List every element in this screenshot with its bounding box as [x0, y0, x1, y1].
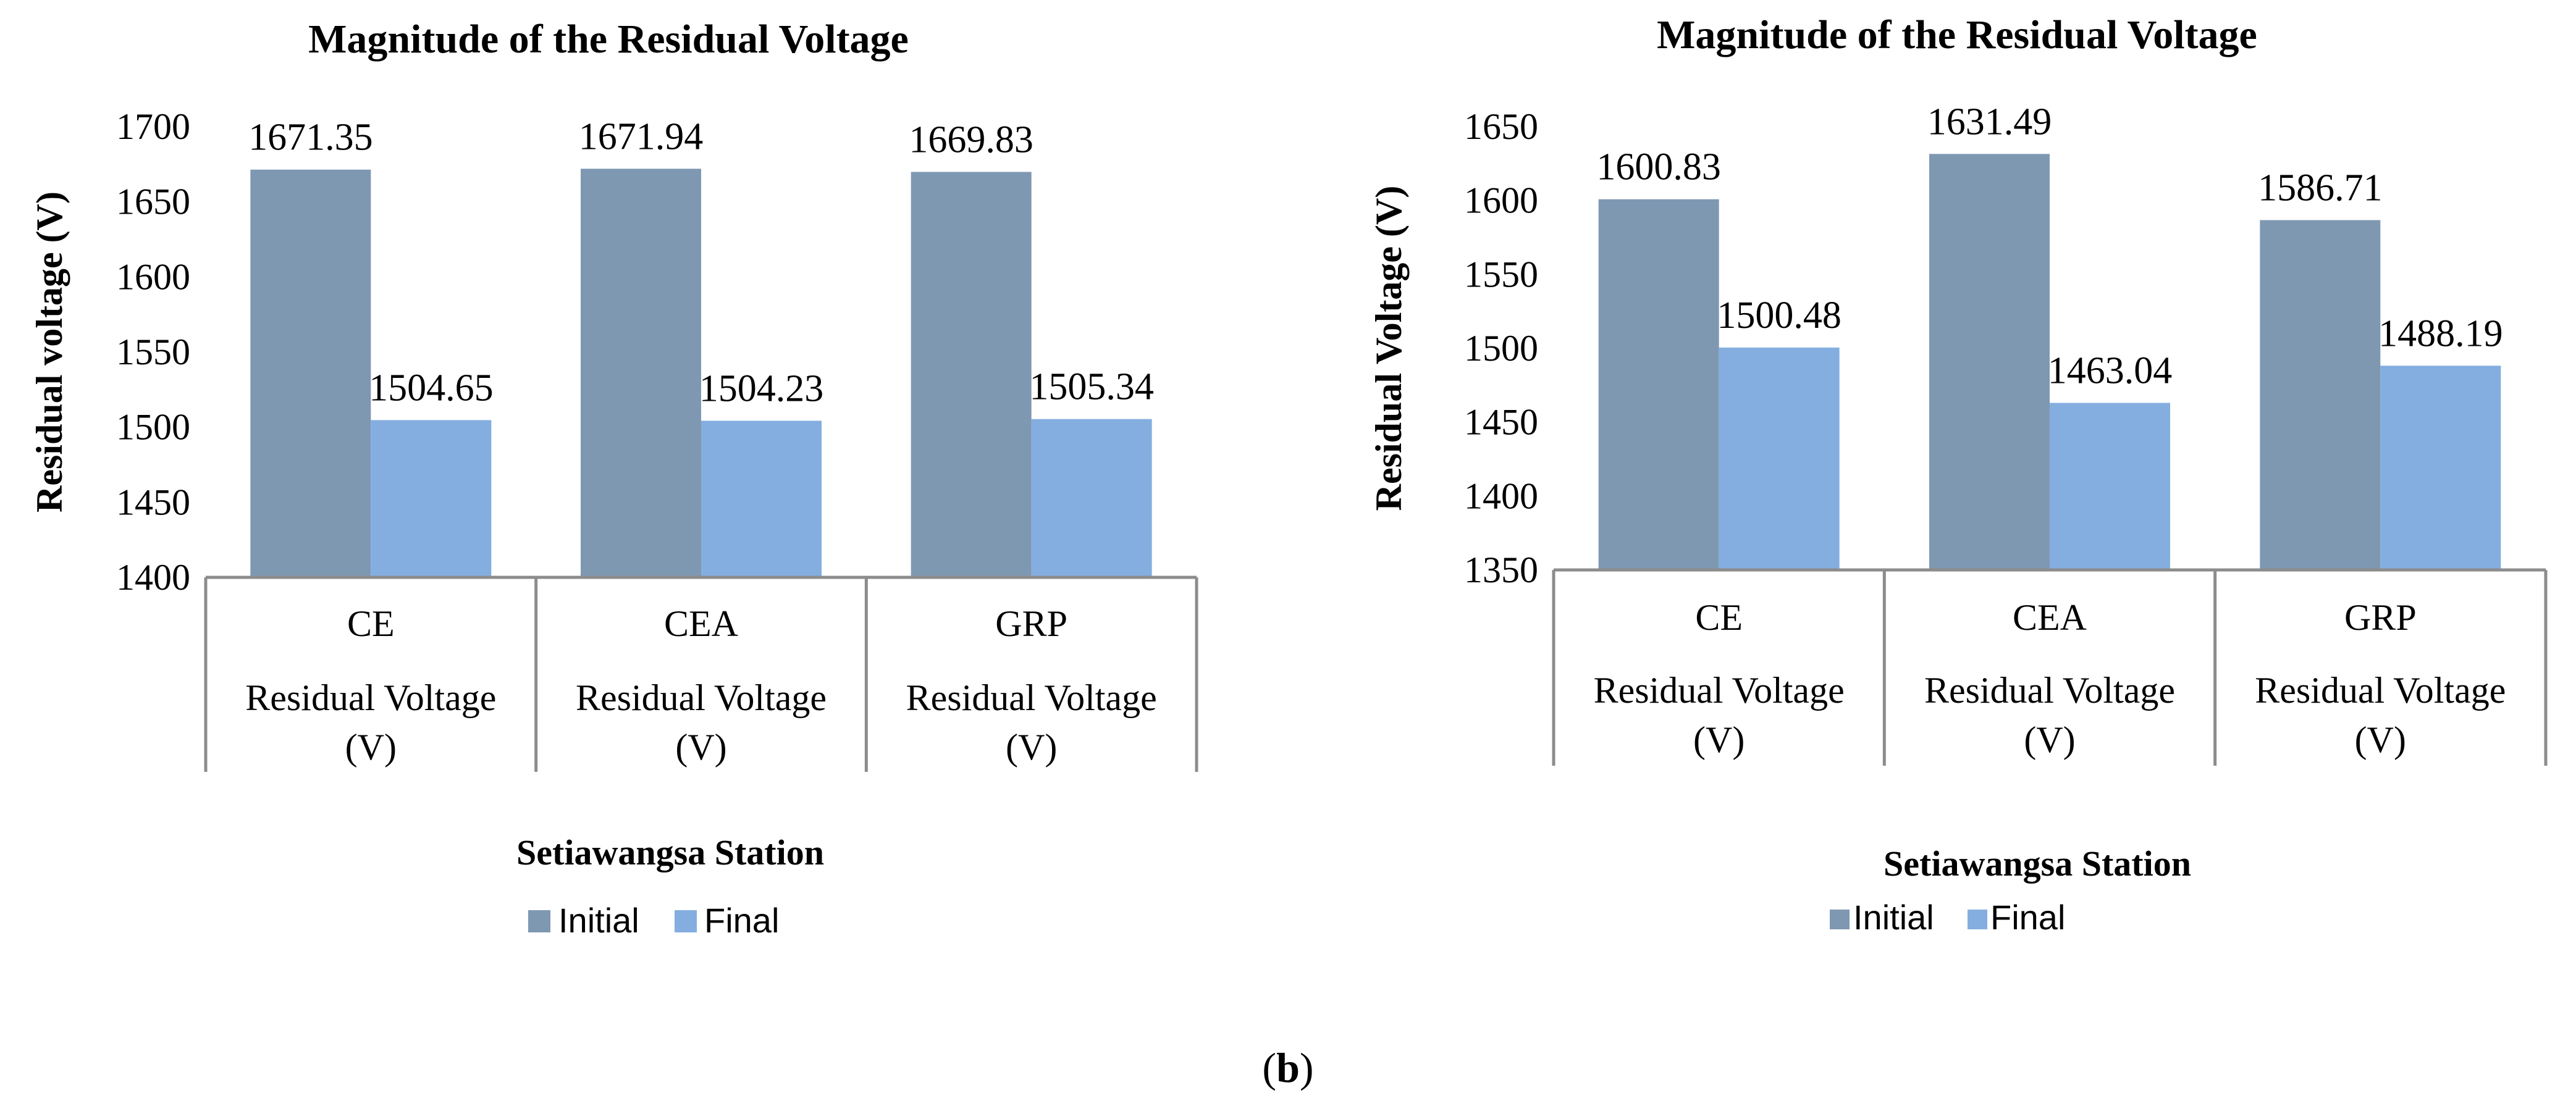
chart1-data-label: 1671.94 [579, 115, 704, 157]
chart1-y-tick-label: 1700 [116, 106, 190, 147]
chart1-x-axis-title: Setiawangsa Station [516, 832, 824, 873]
figure-caption: (b) [1262, 1044, 1313, 1091]
chart2-y-axis-label: Residual Voltage (V) [1368, 186, 1409, 511]
chart2-y-tick-label: 1450 [1464, 402, 1538, 443]
chart1-legend-label-initial: Initial [558, 901, 639, 940]
chart2-data-label: 1463.04 [2048, 349, 2173, 391]
chart1-bar-final-cea [701, 421, 822, 577]
chart1-y-tick-label: 1600 [116, 256, 190, 297]
chart2-bar-final-ce [1719, 347, 1840, 570]
chart1-data-label: 1505.34 [1029, 366, 1154, 408]
chart1-y-tick-label: 1400 [116, 557, 190, 598]
chart2-y-tick-label: 1550 [1464, 254, 1538, 295]
chart2-y-tick-label: 1600 [1464, 180, 1538, 221]
chart1-bar-initial-ce [250, 169, 371, 578]
chart2-bar-initial-ce [1598, 199, 1719, 571]
chart1-bar-final-grp [1031, 419, 1152, 577]
chart1-category-label: GRP [995, 603, 1067, 644]
chart2-bar-initial-cea [1929, 154, 2050, 570]
chart2-y-tick-label: 1350 [1464, 550, 1538, 590]
caption-close: ) [1300, 1044, 1314, 1091]
chart2-y-tick-label: 1400 [1464, 475, 1538, 516]
chart1-legend-swatch-final [675, 910, 697, 932]
chart2-category-label: CEA [2013, 597, 2087, 638]
caption-open: ( [1262, 1044, 1276, 1091]
chart1-category-sublabel: Residual Voltage [576, 677, 827, 718]
chart1-title: Magnitude of the Residual Voltage [308, 17, 909, 62]
chart1-data-label: 1504.65 [369, 367, 494, 409]
chart2-bar-final-grp [2380, 366, 2501, 570]
chart1-bar-initial-grp [911, 172, 1032, 577]
chart2-category-sublabel: Residual Voltage [1594, 670, 1845, 711]
chart1-legend-swatch-initial [528, 910, 550, 932]
chart2-x-axis-title: Setiawangsa Station [1884, 843, 2191, 884]
chart2-category-sublabel-unit: (V) [1693, 719, 1745, 760]
chart2-data-label: 1631.49 [1927, 101, 2052, 143]
chart2-bar-final-cea [2050, 403, 2170, 570]
chart1-data-label: 1671.35 [248, 117, 373, 159]
chart2-legend-swatch-initial [1830, 910, 1850, 929]
chart1-category-sublabel-unit: (V) [1006, 727, 1057, 768]
chart2-category-sublabel: Residual Voltage [2255, 670, 2506, 711]
chart2-data-label: 1586.71 [2258, 167, 2383, 209]
chart1-category-sublabel-unit: (V) [345, 727, 397, 768]
chart2-title: Magnitude of the Residual Voltage [1657, 12, 2257, 57]
chart2-data-label: 1488.19 [2378, 312, 2503, 354]
chart2-legend-label-initial: Initial [1853, 898, 1934, 937]
chart2-y-tick-label: 1650 [1464, 106, 1538, 147]
chart1-legend-label-final: Final [704, 901, 779, 940]
chart1-y-axis-label: Residual voltage (V) [29, 191, 70, 513]
chart1-bar-final-ce [371, 420, 492, 577]
caption-letter: b [1276, 1044, 1300, 1091]
chart2-category-sublabel-unit: (V) [2355, 719, 2406, 760]
chart2-category-sublabel-unit: (V) [2024, 719, 2075, 760]
chart1-y-tick-label: 1500 [116, 407, 190, 448]
chart1-y-tick-label: 1450 [116, 482, 190, 522]
chart2-category-label: CE [1695, 597, 1743, 638]
chart2-bar-initial-grp [2260, 220, 2381, 570]
chart2-legend-swatch-final [1968, 910, 1987, 929]
chart2-data-label: 1600.83 [1596, 146, 1721, 188]
chart1-data-label: 1669.83 [909, 119, 1033, 161]
chart2-y-tick-label: 1500 [1464, 328, 1538, 369]
chart2-legend-label-final: Final [1990, 898, 2065, 937]
chart2-category-sublabel: Residual Voltage [1924, 670, 2175, 711]
chart2-category-label: GRP [2344, 597, 2417, 638]
chart1-y-tick-label: 1550 [116, 332, 190, 372]
chart1-category-label: CE [347, 603, 395, 644]
chart1-category-label: CEA [664, 603, 738, 644]
chart1-y-tick-label: 1650 [116, 182, 190, 222]
chart2-data-label: 1500.48 [1717, 295, 1842, 337]
chart1-category-sublabel: Residual Voltage [906, 677, 1157, 718]
chart1-bar-initial-cea [581, 169, 701, 578]
chart-left: Magnitude of the Residual Voltage Residua… [29, 17, 1198, 940]
chart1-data-label: 1504.23 [699, 367, 824, 409]
chart-right: Magnitude of the Residual Voltage Residua… [1368, 12, 2548, 937]
chart1-category-sublabel-unit: (V) [675, 727, 726, 768]
chart1-category-sublabel: Residual Voltage [245, 677, 496, 718]
